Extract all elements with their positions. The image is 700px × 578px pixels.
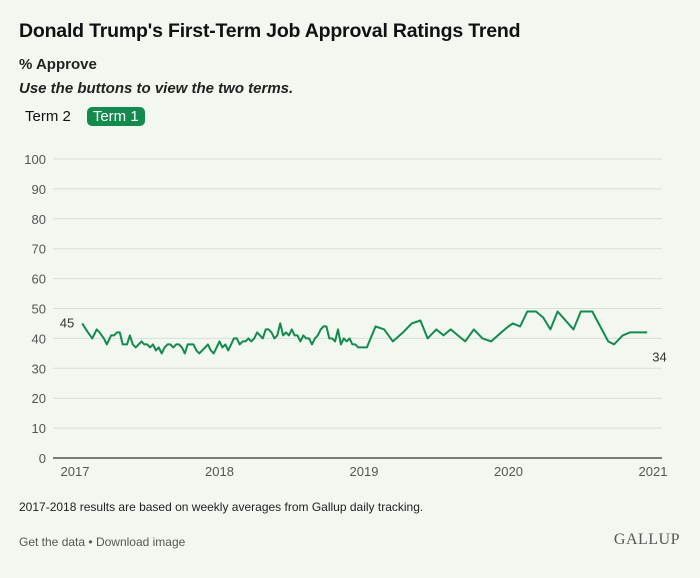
footnote: 2017-2018 results are based on weekly av… <box>19 500 424 514</box>
y-tick-label: 100 <box>24 152 46 167</box>
y-tick-label: 60 <box>32 272 46 287</box>
y-tick-label: 30 <box>32 361 46 376</box>
y-tick-label: 90 <box>32 182 46 197</box>
y-tick-label: 0 <box>39 451 46 466</box>
approval-line <box>81 310 648 355</box>
x-tick-label: 2021 <box>639 464 668 479</box>
chart-title: Donald Trump's First-Term Job Approval R… <box>19 20 521 42</box>
y-tick-label: 10 <box>32 421 46 436</box>
start-value-label: 45 <box>60 315 74 330</box>
x-tick-label: 2019 <box>350 464 379 479</box>
end-value-label: 34 <box>652 349 666 364</box>
y-tick-label: 20 <box>32 391 46 406</box>
link-separator: • <box>88 535 93 549</box>
instruction-text: Use the buttons to view the two terms. <box>19 80 294 97</box>
term-toggle: Term 2 Term 1 <box>19 107 145 126</box>
y-tick-label: 40 <box>32 331 46 346</box>
term-2-button[interactable]: Term 2 <box>25 108 71 125</box>
get-data-link[interactable]: Get the data <box>19 535 86 549</box>
line-chart: 0 10 20 30 40 50 60 70 80 90 100 2017 2018 2019 2020 20… <box>24 152 668 479</box>
gallup-logo: GALLUP <box>613 531 680 548</box>
x-tick-label: 2020 <box>494 464 523 479</box>
y-tick-label: 70 <box>32 242 46 257</box>
y-tick-label: 80 <box>32 212 46 227</box>
chart-subtitle: % Approve <box>19 56 97 73</box>
x-tick-label: 2017 <box>61 464 90 479</box>
x-tick-label: 2018 <box>205 464 234 479</box>
y-tick-label: 50 <box>32 302 46 317</box>
footer-links: Get the data • Download image <box>19 535 185 549</box>
download-image-link[interactable]: Download image <box>95 535 186 549</box>
term-1-button[interactable]: Term 1 <box>86 107 145 126</box>
